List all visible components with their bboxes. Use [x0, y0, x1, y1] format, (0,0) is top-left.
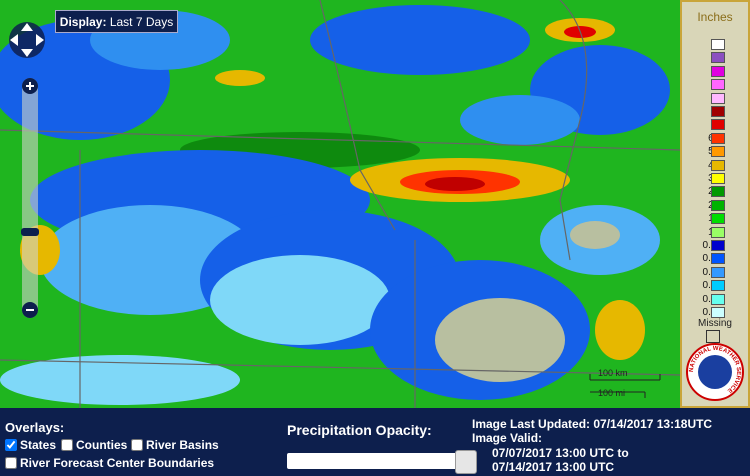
overlay-option[interactable]: Counties: [61, 438, 127, 452]
nav-control[interactable]: [9, 22, 45, 58]
legend-swatch: [711, 132, 725, 144]
legend-swatch: [711, 186, 725, 198]
legend-swatch: [711, 92, 725, 104]
display-value: Last 7 Days: [109, 15, 174, 29]
legend-swatch: [711, 199, 725, 211]
legend-item: 0.01: [682, 306, 748, 319]
legend-swatch: [711, 240, 725, 251]
opacity-handle[interactable]: [455, 450, 477, 474]
legend-item: 10: [682, 105, 748, 118]
overlay-option[interactable]: River Basins: [131, 438, 219, 452]
legend-item: 2.0: [682, 199, 748, 212]
valid-title: Image Valid:: [472, 431, 543, 445]
legend-swatch: [711, 106, 725, 117]
legend-item: 5.0: [682, 145, 748, 158]
legend-item: 12: [682, 92, 748, 105]
overlay-checkbox[interactable]: [5, 439, 17, 451]
missing-swatch: [706, 330, 720, 343]
legend-swatch: [711, 79, 725, 91]
legend-item: 8: [682, 118, 748, 131]
overlay-label: River Forecast Center Boundaries: [20, 456, 215, 470]
state-boundaries: [0, 0, 680, 408]
legend-item: 6.0: [682, 132, 748, 145]
missing-label: Missing: [698, 318, 732, 329]
overlay-checkbox[interactable]: [5, 457, 17, 469]
overlay-label: Counties: [76, 438, 128, 452]
legend-swatch: [711, 226, 725, 238]
legend-item: 3.0: [682, 172, 748, 185]
legend-swatch: [711, 253, 725, 265]
overlay-checkbox[interactable]: [131, 439, 143, 451]
last-updated: Image Last Updated: 07/14/2017 13:18UTC: [472, 417, 713, 431]
overlay-option[interactable]: States: [5, 438, 56, 452]
legend-item: 1.0: [682, 226, 748, 239]
valid-to: 07/14/2017 13:00 UTC: [492, 460, 615, 474]
legend-item: 4.0: [682, 159, 748, 172]
legend-item: 0.75: [682, 239, 748, 252]
legend-item: 0.05: [682, 293, 748, 306]
display-label: Display:: [59, 15, 107, 29]
zoom-slider[interactable]: [21, 78, 39, 318]
legend-item: 20: [682, 38, 748, 51]
legend-item: 0.10: [682, 279, 748, 292]
overlay-label: River Basins: [146, 438, 219, 452]
legend-swatch: [711, 146, 725, 158]
legend-swatch: [711, 266, 725, 278]
opacity-title: Precipitation Opacity:: [287, 422, 432, 438]
legend-swatch: [711, 52, 725, 64]
legend-swatch: [711, 173, 725, 184]
legend-swatch: [711, 307, 725, 318]
valid-from: 07/07/2017 13:00 UTC to: [492, 446, 629, 460]
legend: Inches Missing NATIONAL WEATHER SERVICE …: [680, 0, 750, 408]
scale-bar: 100 km 100 mi: [589, 368, 661, 398]
opacity-slider[interactable]: [287, 450, 477, 474]
legend-item: 14: [682, 78, 748, 91]
legend-item: 1.5: [682, 212, 748, 225]
nws-logo: NATIONAL WEATHER SERVICE: [686, 343, 744, 401]
legend-item: 2.5: [682, 185, 748, 198]
scale-km: 100 km: [598, 368, 628, 378]
legend-swatch: [711, 39, 725, 50]
legend-swatch: [711, 159, 725, 171]
legend-item: 16: [682, 65, 748, 78]
legend-swatch: [711, 293, 725, 305]
overlays-title: Overlays:: [5, 420, 65, 435]
legend-swatch: [711, 65, 725, 77]
legend-item: 18: [682, 51, 748, 64]
display-box[interactable]: Display: Last 7 Days: [55, 10, 178, 33]
scale-mi: 100 mi: [598, 388, 625, 398]
legend-title: Inches: [697, 10, 733, 24]
legend-item: 0.50: [682, 252, 748, 265]
overlay-checkbox[interactable]: [61, 439, 73, 451]
legend-swatch: [711, 213, 725, 225]
overlay-label: States: [20, 438, 57, 452]
bottom-panel: Overlays: States Counties River Basins Rive…: [0, 408, 750, 476]
precipitation-map[interactable]: 100 km 100 mi: [0, 0, 680, 408]
overlay-option[interactable]: River Forecast Center Boundaries: [5, 456, 214, 470]
legend-swatch: [711, 119, 725, 131]
legend-swatch: [711, 280, 725, 292]
legend-item: 0.25: [682, 266, 748, 279]
